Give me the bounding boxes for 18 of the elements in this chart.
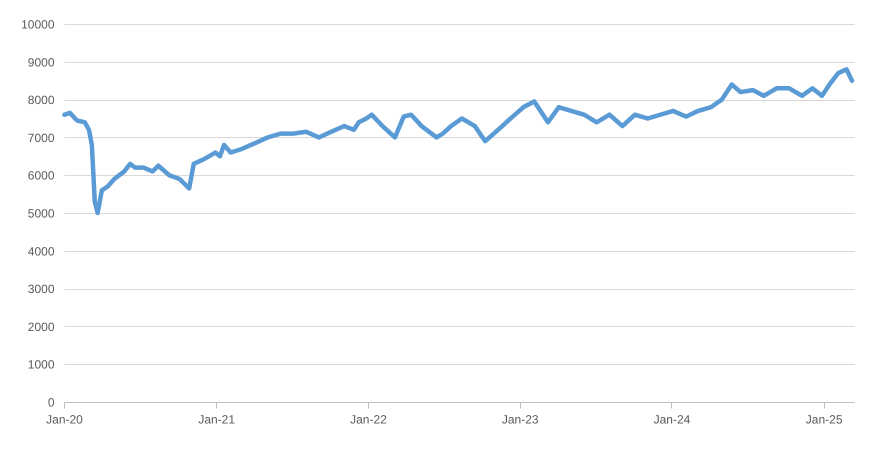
y-tick-label: 5000	[28, 206, 55, 220]
x-tick-label: Jan-23	[502, 412, 539, 426]
y-tick-label: 7000	[28, 130, 55, 145]
line-series	[62, 67, 854, 216]
x-tick-label: Jan-22	[350, 412, 388, 426]
x-tick-label: Jan-24	[654, 412, 691, 426]
y-tick-label: 1000	[28, 358, 55, 372]
x-tick-label: Jan-25	[806, 412, 843, 426]
y-tick-label: 10000	[21, 18, 55, 32]
y-tick-label: 9000	[28, 55, 55, 70]
y-tick-label: 8000	[28, 93, 55, 108]
y-tick-label: 3000	[28, 282, 55, 296]
y-tick-label: 4000	[28, 244, 55, 258]
y-tick-label: 0	[48, 396, 55, 410]
y-tick-label: 2000	[28, 320, 55, 334]
x-tick-label: Jan-20	[46, 412, 84, 426]
x-tick-label: Jan-21	[198, 412, 236, 426]
y-tick-label: 6000	[28, 168, 55, 183]
